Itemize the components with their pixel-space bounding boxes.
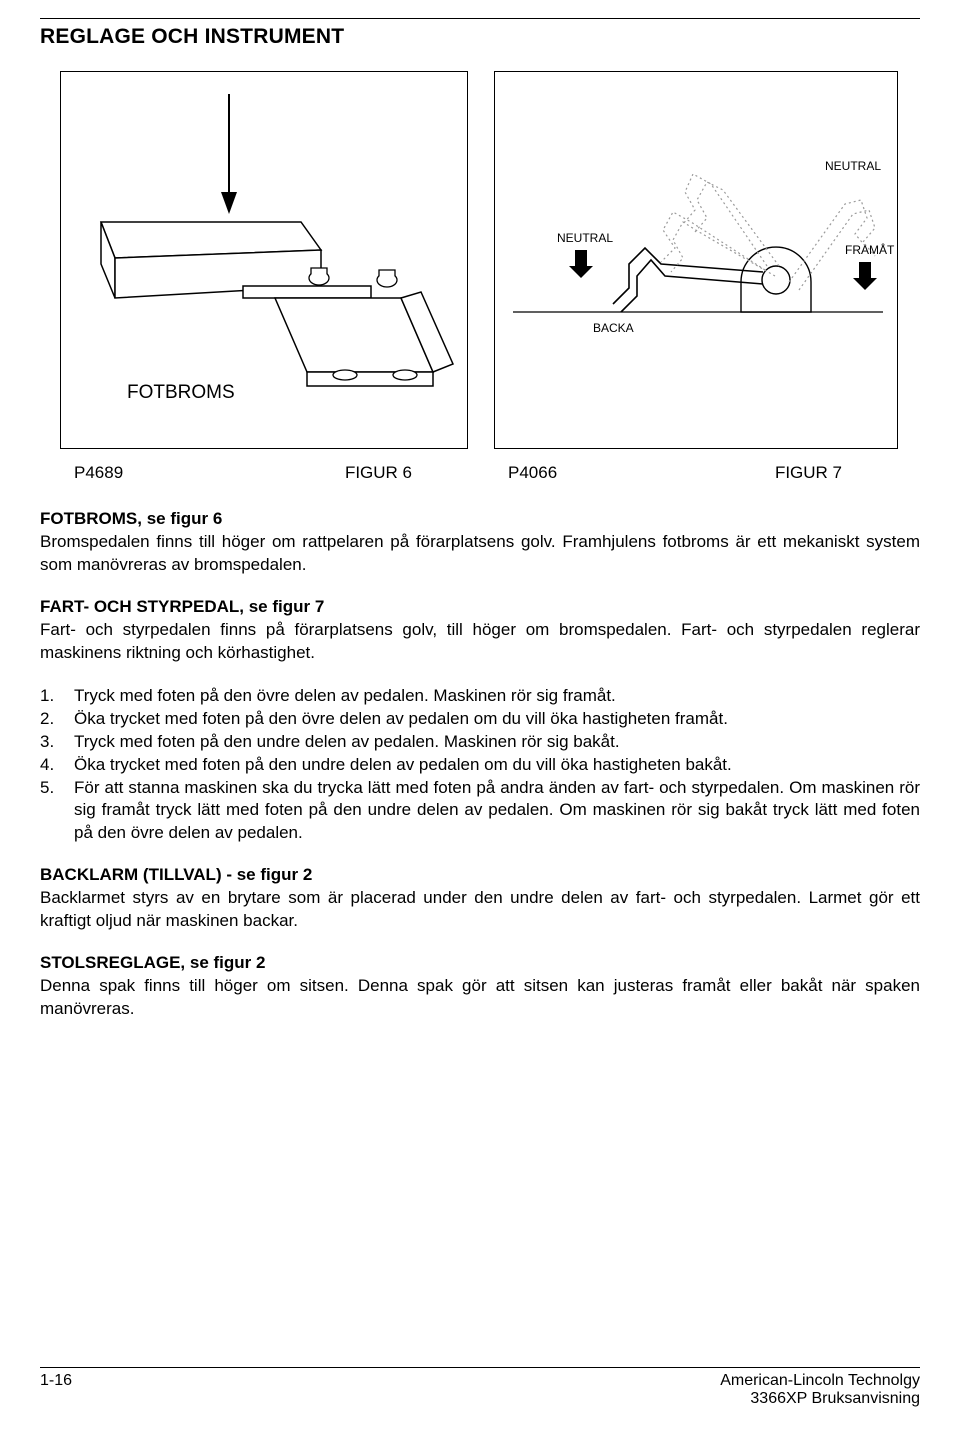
figure-6: FOTBROMS (60, 71, 468, 449)
footer-doc: 3366XP Bruksanvisning (720, 1390, 920, 1408)
step-item: För att stanna maskinen ska du trycka lä… (40, 777, 920, 846)
step-item: Öka trycket med foten på den undre delen… (40, 754, 920, 777)
fig6-label: FIGUR 6 (345, 463, 412, 483)
fig7-label-backa: BACKA (593, 321, 634, 335)
header-rule (40, 18, 920, 19)
footer-company: American-Lincoln Technolgy (720, 1372, 920, 1390)
section-backlarm: BACKLARM (TILLVAL) - se figur 2 Backlarm… (40, 865, 920, 933)
steps-list: Tryck med foten på den övre delen av ped… (40, 685, 920, 846)
step-item: Tryck med foten på den övre delen av ped… (40, 685, 920, 708)
section-stols: STOLSREGLAGE, se figur 2 Denna spak finn… (40, 953, 920, 1021)
footer-rule (40, 1367, 920, 1368)
para-stols: Denna spak finns till höger om sitsen. D… (40, 975, 920, 1021)
heading-fotbroms: FOTBROMS, se figur 6 (40, 509, 920, 529)
fig7-id: P4066 (508, 463, 557, 483)
figures-row: FOTBROMS (40, 71, 920, 449)
fig7-label-neutral-top: NEUTRAL (825, 159, 881, 173)
fig7-label-framat: FRAMÅT (845, 242, 895, 257)
figure-7: NEUTRAL BACKA NEUTRAL FRAMÅT (494, 71, 898, 449)
step-item: Tryck med foten på den undre delen av pe… (40, 731, 920, 754)
heading-backlarm: BACKLARM (TILLVAL) - se figur 2 (40, 865, 920, 885)
page-footer: 1-16 American-Lincoln Technolgy 3366XP B… (40, 1367, 920, 1408)
fig7-label-neutral-left: NEUTRAL (557, 231, 613, 245)
para-backlarm: Backlarmet styrs av en brytare som är pl… (40, 887, 920, 933)
footer-page-num: 1-16 (40, 1372, 72, 1408)
fig6-id: P4689 (74, 463, 123, 483)
step-item: Öka trycket med foten på den övre delen … (40, 708, 920, 731)
fig7-label: FIGUR 7 (775, 463, 842, 483)
para-fartstyr-intro: Fart- och styrpedalen finns på förarplat… (40, 619, 920, 665)
heading-stols: STOLSREGLAGE, se figur 2 (40, 953, 920, 973)
section-fotbroms: FOTBROMS, se figur 6 Bromspedalen finns … (40, 509, 920, 577)
heading-fartstyr: FART- OCH STYRPEDAL, se figur 7 (40, 597, 920, 617)
page-title: REGLAGE OCH INSTRUMENT (40, 25, 920, 49)
section-fartstyr: FART- OCH STYRPEDAL, se figur 7 Fart- oc… (40, 597, 920, 845)
fig6-caption: FOTBROMS (127, 382, 235, 403)
figure-labels-row: P4689 FIGUR 6 P4066 FIGUR 7 (40, 463, 920, 483)
para-fotbroms: Bromspedalen finns till höger om rattpel… (40, 531, 920, 577)
